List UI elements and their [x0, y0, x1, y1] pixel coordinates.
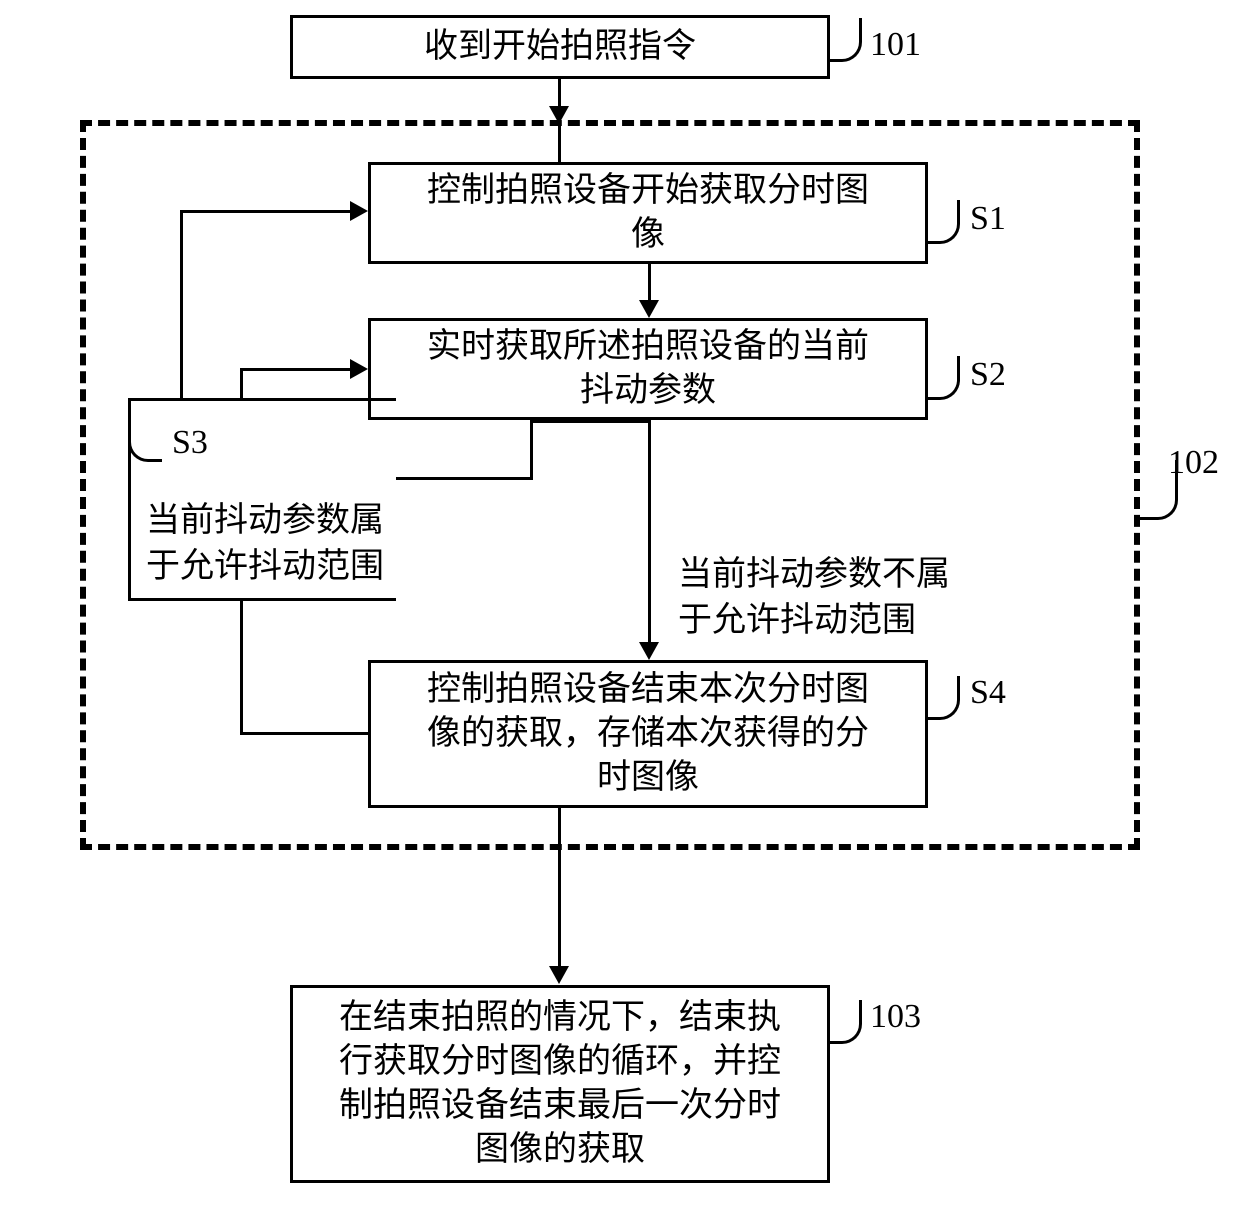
node-s1: 控制拍照设备开始获取分时图像 — [368, 162, 928, 264]
hook-101 — [828, 18, 862, 62]
arrowhead-loop-s2 — [350, 359, 368, 379]
loop-s2-h1 — [240, 732, 368, 735]
s3-bottom — [128, 598, 396, 601]
loop-s1-h — [180, 210, 352, 213]
arrowhead-loop-s1 — [350, 201, 368, 221]
label-103: 103 — [870, 994, 921, 1040]
node-101-text: 收到开始拍照指令 — [424, 25, 696, 69]
loop-s2-v-top — [240, 368, 243, 398]
label-s3: S3 — [172, 420, 208, 466]
loop-s2-v-bot — [240, 598, 243, 735]
node-103-text: 在结束拍照的情况下，结束执行获取分时图像的循环，并控制拍照设备结束最后一次分时图… — [339, 996, 781, 1173]
edge-dashed-s1 — [558, 126, 561, 162]
edge-s1-s2 — [648, 264, 651, 302]
label-102: 102 — [1168, 440, 1219, 486]
hook-s3 — [128, 418, 162, 462]
node-103: 在结束拍照的情况下，结束执行获取分时图像的循环，并控制拍照设备结束最后一次分时图… — [290, 985, 830, 1183]
edge-s2-branch-v — [530, 420, 533, 480]
node-s4-text: 控制拍照设备结束本次分时图像的获取，存储本次获得的分时图像 — [427, 668, 869, 801]
node-s2-text: 实时获取所述拍照设备的当前抖动参数 — [427, 325, 869, 413]
node-s2: 实时获取所述拍照设备的当前抖动参数 — [368, 318, 928, 420]
edge-101-dashed — [558, 79, 561, 109]
s3-top — [128, 398, 396, 401]
edge-s2-s4 — [648, 420, 651, 642]
branch-text-not-allowed: 当前抖动参数不属于允许抖动范围 — [678, 552, 1008, 644]
label-s1: S1 — [970, 196, 1006, 242]
arrowhead-s1-s2 — [639, 300, 659, 318]
label-101: 101 — [870, 22, 921, 68]
edge-s4-out — [558, 808, 561, 968]
edge-s2-branch-h — [396, 477, 533, 480]
loop-s2-h2 — [240, 368, 352, 371]
hook-103 — [828, 1000, 862, 1044]
label-s4: S4 — [970, 670, 1006, 716]
arrowhead-dashed-103 — [549, 966, 569, 984]
s3-text: 当前抖动参数属于允许抖动范围 — [146, 498, 426, 590]
arrowhead-s2-s4 — [639, 642, 659, 660]
loop-s1-v — [180, 210, 183, 398]
edge-s2-branch-join — [530, 420, 651, 423]
node-s4: 控制拍照设备结束本次分时图像的获取，存储本次获得的分时图像 — [368, 660, 928, 808]
node-s1-text: 控制拍照设备开始获取分时图像 — [427, 169, 869, 257]
flowchart-canvas: 收到开始拍照指令 101 102 控制拍照设备开始获取分时图像 S1 实时获取所… — [0, 0, 1240, 1231]
node-101: 收到开始拍照指令 — [290, 15, 830, 79]
label-s2: S2 — [970, 352, 1006, 398]
